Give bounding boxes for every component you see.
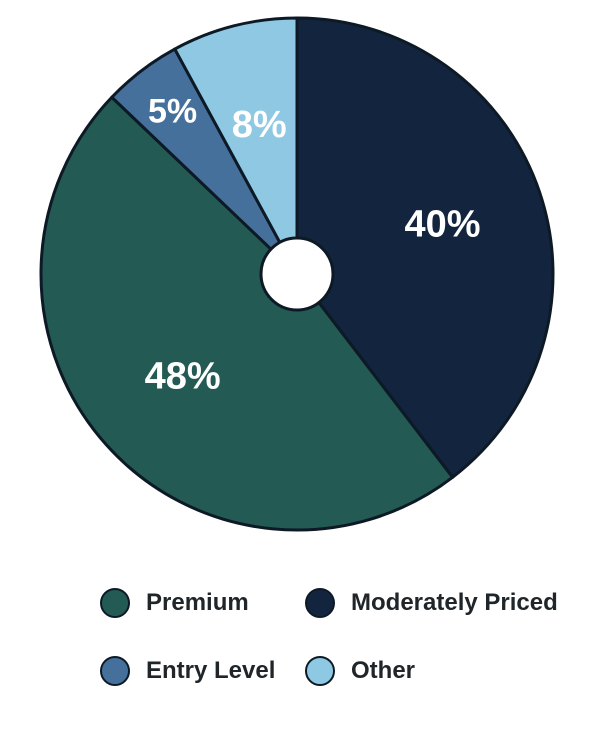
legend-swatch-entry-level [100, 656, 130, 686]
legend-swatch-moderately-priced [305, 588, 335, 618]
legend-swatch-premium [100, 588, 130, 618]
slice-label-other: 8% [232, 104, 287, 146]
legend-swatch-other [305, 656, 335, 686]
pie-slice-premium [39, 95, 455, 532]
legend-item-moderately-priced: Moderately Priced [305, 585, 575, 621]
legend-label-entry-level: Entry Level [146, 657, 276, 684]
pie-slice-other [173, 16, 299, 276]
legend-label-moderately-priced: Moderately Priced [351, 589, 558, 616]
legend-item-premium: Premium [100, 585, 305, 621]
slice-label-moderately-priced: 40% [404, 204, 480, 246]
chart-legend: Premium Moderately Priced Entry Level Ot… [100, 585, 580, 689]
legend-item-entry-level: Entry Level [100, 653, 305, 689]
legend-label-premium: Premium [146, 589, 249, 616]
pie-chart-svg: 40% 48% 5% 8% [39, 16, 555, 532]
pie-center-hole [259, 236, 335, 312]
legend-item-other: Other [305, 653, 575, 689]
slice-label-premium: 48% [145, 356, 221, 398]
pie-slice-moderately-priced [295, 16, 555, 479]
slice-label-entry-level: 5% [148, 92, 197, 130]
legend-label-other: Other [351, 657, 416, 684]
